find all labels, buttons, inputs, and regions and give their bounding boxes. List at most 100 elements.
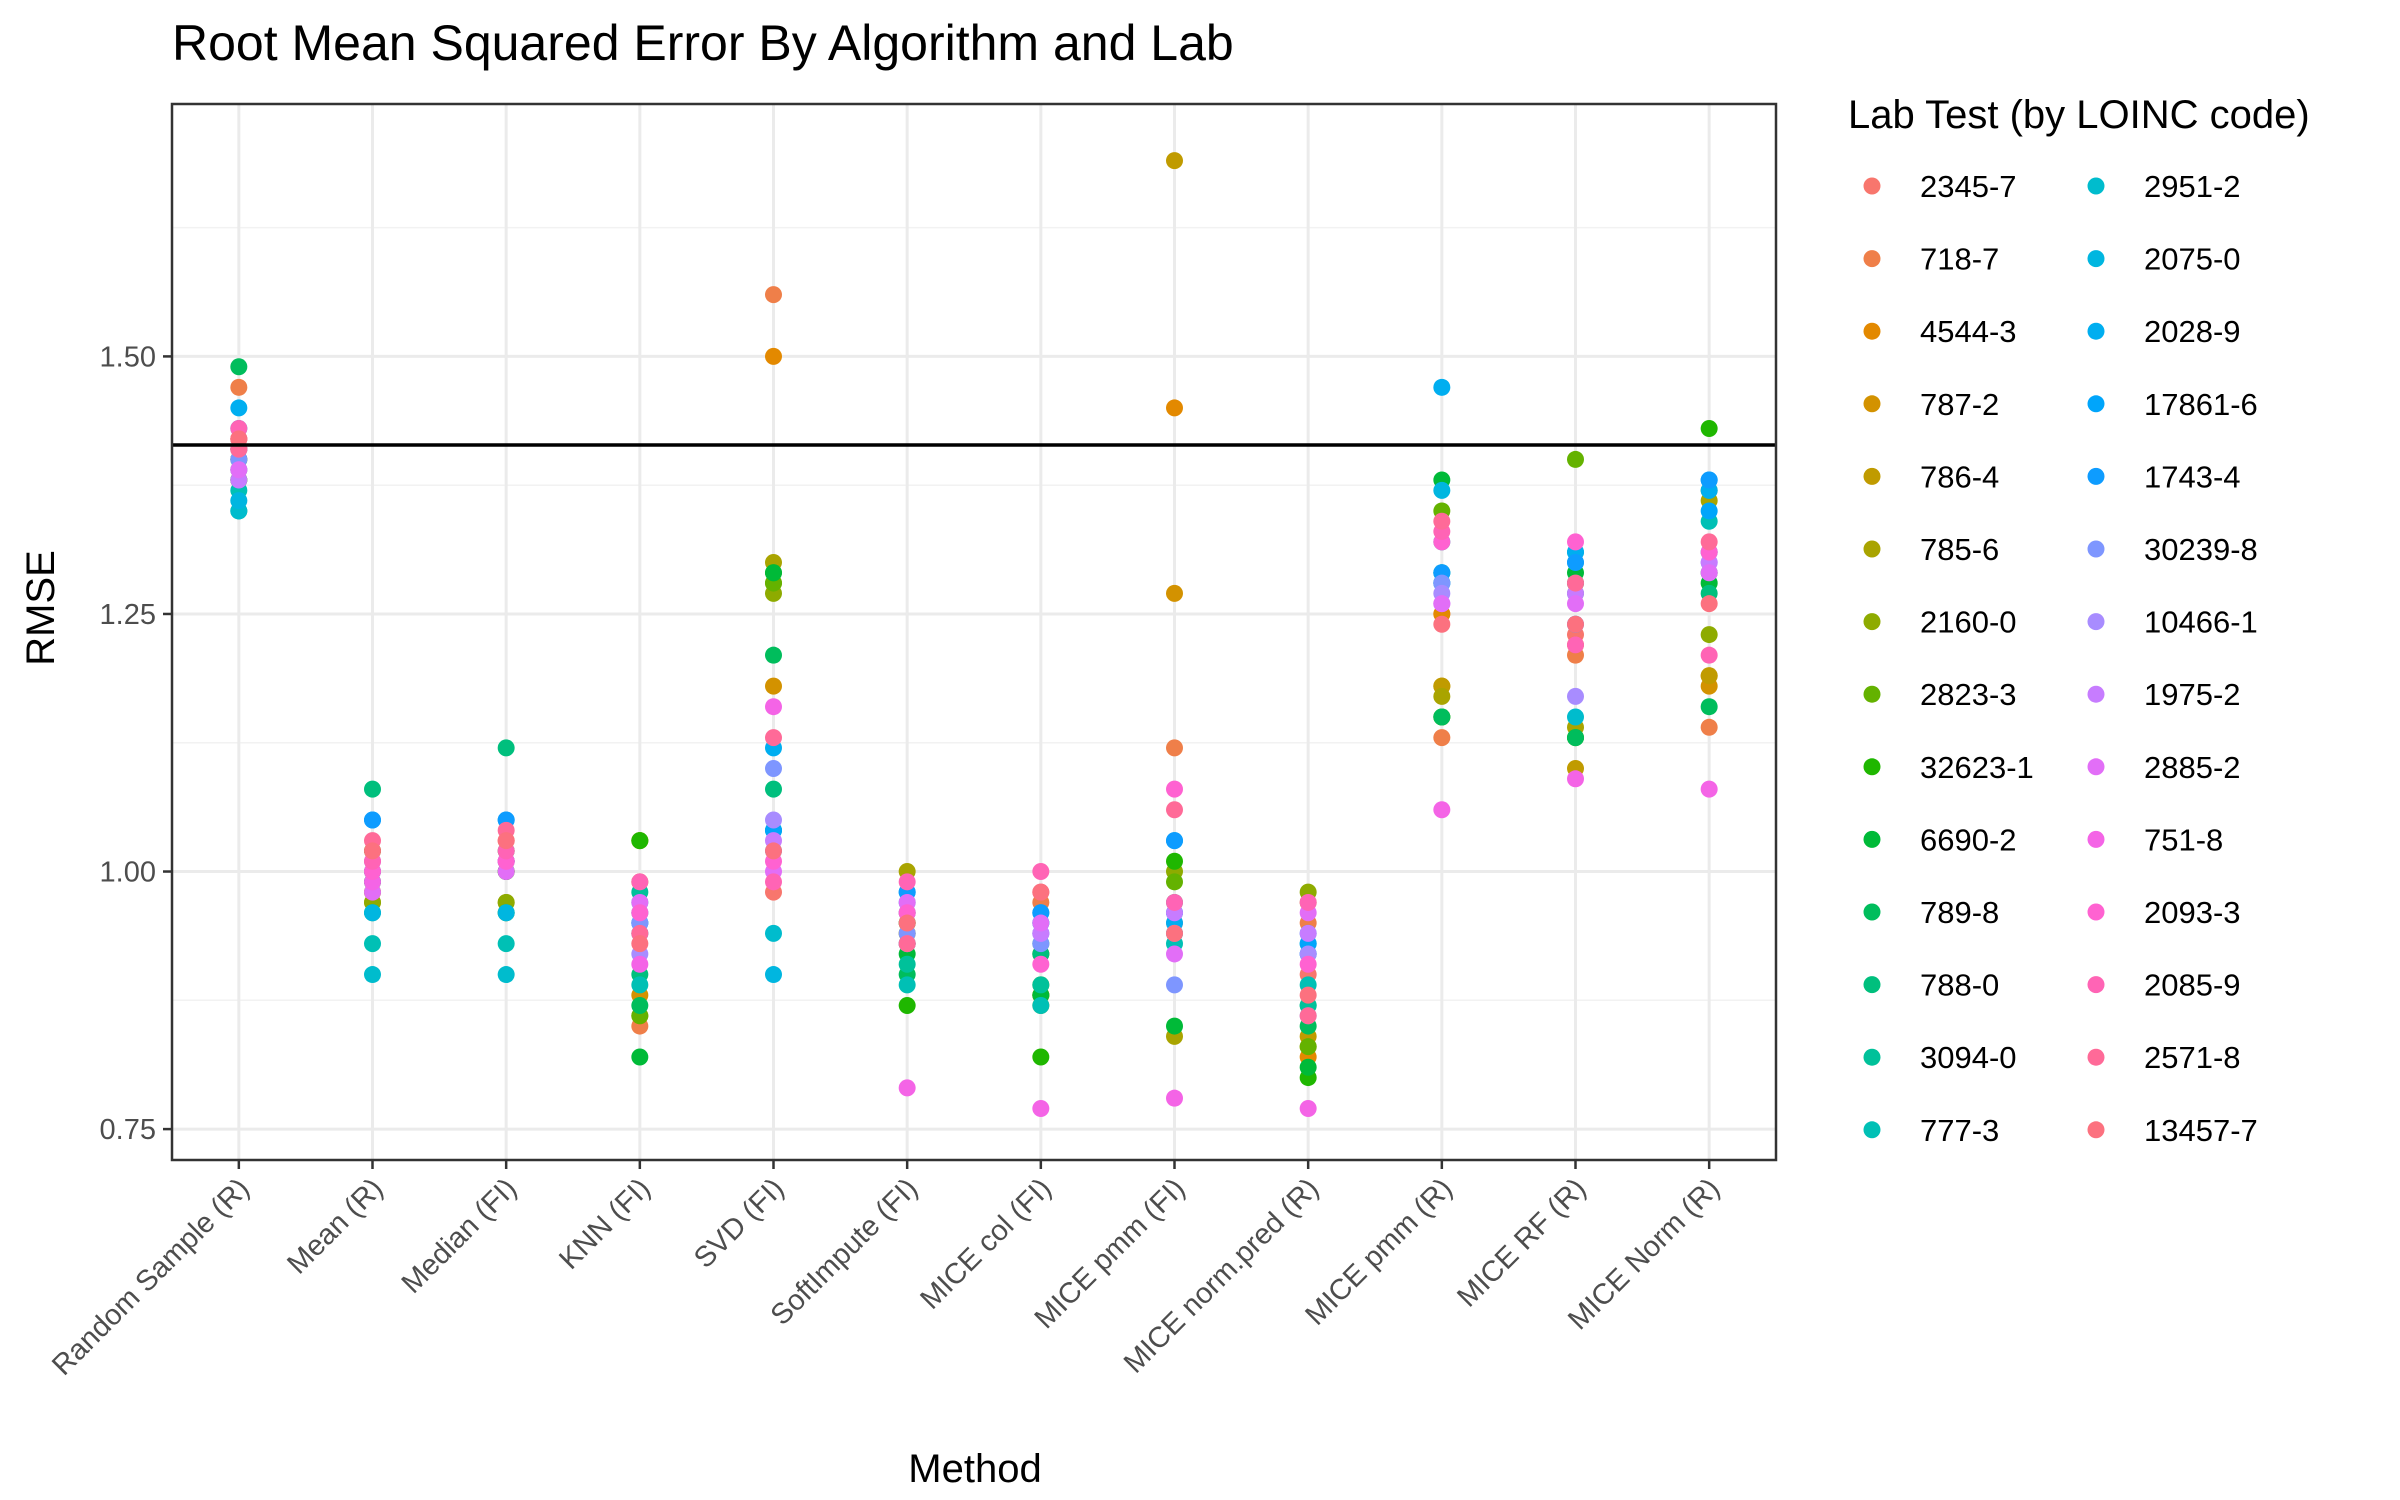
legend-label: 13457-7 — [2144, 1113, 2258, 1148]
data-point — [364, 811, 381, 829]
data-point — [765, 698, 782, 716]
data-point — [1166, 832, 1183, 850]
legend-label: 789-8 — [1920, 895, 1999, 930]
data-point — [898, 955, 916, 973]
data-point — [1433, 687, 1451, 705]
data-point — [1166, 852, 1183, 870]
data-point — [765, 924, 782, 942]
data-point — [1700, 626, 1718, 644]
data-point — [1700, 667, 1718, 685]
data-point — [1433, 615, 1451, 633]
legend-key — [1863, 177, 1881, 195]
x-axis-title: Method — [908, 1447, 1041, 1491]
data-point — [230, 399, 248, 417]
data-point — [1567, 636, 1584, 654]
legend-label: 17861-6 — [2144, 387, 2258, 422]
data-point — [497, 935, 515, 953]
data-point — [765, 811, 782, 829]
data-point — [1299, 893, 1317, 911]
legend-label: 10466-1 — [2144, 605, 2258, 640]
data-point — [1433, 595, 1451, 613]
legend-label: 2028-9 — [2144, 314, 2241, 349]
x-tick-label: MICE col (FI) — [914, 1172, 1057, 1315]
data-point — [631, 873, 649, 891]
data-point — [1032, 976, 1050, 994]
legend-label: 6690-2 — [1920, 822, 2017, 857]
legend-label: 32623-1 — [1920, 750, 2034, 785]
data-point — [1433, 729, 1451, 747]
legend-key — [1863, 322, 1881, 340]
data-point — [1700, 564, 1718, 582]
data-point — [230, 492, 248, 510]
plot-panel — [170, 102, 1778, 1162]
data-point — [1700, 502, 1718, 520]
legend-key — [2087, 830, 2105, 848]
data-point — [1166, 976, 1183, 994]
x-tick-label: Median (FI) — [396, 1172, 523, 1299]
data-point — [1166, 893, 1183, 911]
data-point — [1567, 770, 1584, 788]
legend-label: 3094-0 — [1920, 1040, 2017, 1075]
legend-key — [2087, 976, 2105, 994]
chart-title: Root Mean Squared Error By Algorithm and… — [172, 15, 1234, 71]
legend-key — [1863, 540, 1881, 558]
data-point — [765, 842, 782, 860]
data-point — [765, 873, 782, 891]
data-point — [631, 955, 649, 973]
data-point — [1032, 996, 1050, 1014]
legend-label: 2571-8 — [2144, 1040, 2241, 1075]
data-point — [765, 347, 782, 365]
legend-key — [1863, 830, 1881, 848]
legend-label: 2823-3 — [1920, 677, 2017, 712]
data-point — [765, 780, 782, 798]
data-point — [765, 729, 782, 747]
data-point — [631, 996, 649, 1014]
legend-label: 2951-2 — [2144, 169, 2241, 204]
data-point — [1700, 471, 1718, 489]
data-point — [1433, 378, 1451, 396]
data-point — [1567, 595, 1584, 613]
data-point — [497, 832, 515, 850]
legend-label: 2345-7 — [1920, 169, 2017, 204]
legend-key — [1863, 1121, 1881, 1139]
data-point — [1166, 739, 1183, 757]
data-point — [364, 935, 381, 953]
data-point — [898, 914, 916, 932]
data-point — [1166, 584, 1183, 602]
legend-key — [1863, 758, 1881, 776]
legend-label: 2093-3 — [2144, 895, 2241, 930]
data-point — [364, 780, 381, 798]
data-point — [1700, 718, 1718, 736]
data-point — [631, 832, 649, 850]
data-point — [898, 935, 916, 953]
data-point — [230, 461, 248, 479]
data-point — [1166, 399, 1183, 417]
data-point — [1700, 698, 1718, 716]
data-point — [1700, 595, 1718, 613]
data-point — [631, 904, 649, 922]
legend-label: 2885-2 — [2144, 750, 2241, 785]
legend-key — [1863, 395, 1881, 413]
data-point — [1166, 1017, 1183, 1035]
data-point — [230, 358, 248, 376]
data-point — [631, 976, 649, 994]
data-point — [1567, 533, 1584, 551]
data-point — [1433, 481, 1451, 499]
data-point — [1032, 955, 1050, 973]
data-point — [1567, 708, 1584, 726]
legend-label: 788-0 — [1920, 968, 1999, 1003]
legend-key — [1863, 467, 1881, 485]
legend-key — [2087, 540, 2105, 558]
data-point — [1299, 1099, 1317, 1117]
legend-key — [2087, 1121, 2105, 1139]
y-tick-label: 1.00 — [100, 857, 156, 889]
legend-title: Lab Test (by LOINC code) — [1848, 93, 2310, 137]
data-point — [1433, 801, 1451, 819]
data-point — [364, 842, 381, 860]
legend-key — [2087, 322, 2105, 340]
legend-label: 787-2 — [1920, 387, 1999, 422]
data-point — [1166, 152, 1183, 170]
legend-key — [2087, 758, 2105, 776]
data-point — [631, 935, 649, 953]
legend-key — [1863, 250, 1881, 268]
